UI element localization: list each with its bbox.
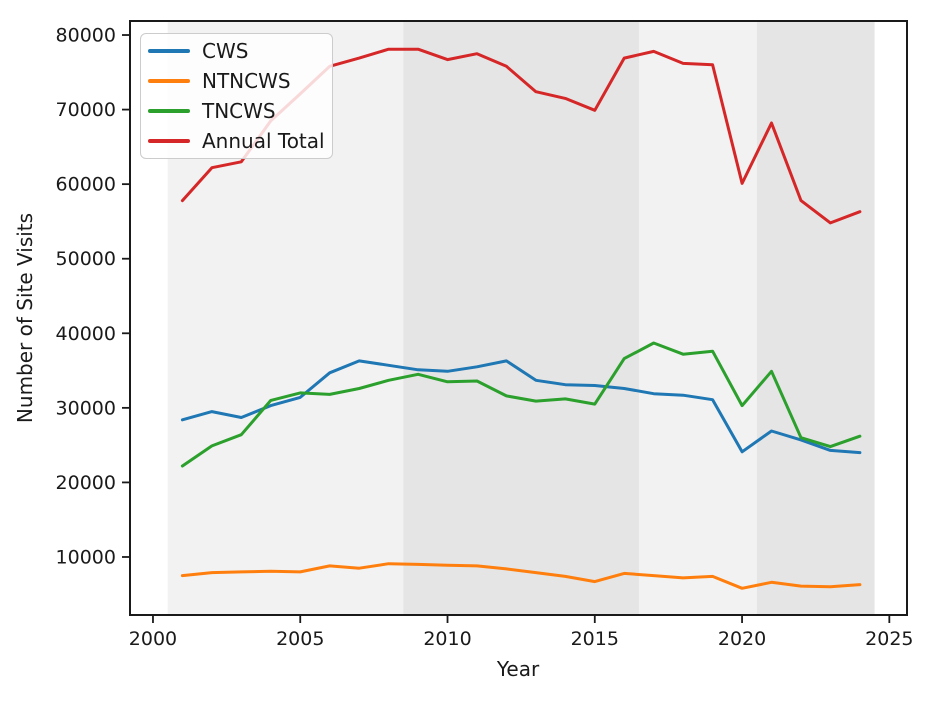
background-band xyxy=(756,21,875,615)
series-line-tncws xyxy=(180,341,862,468)
y-tick-label: 50000 xyxy=(56,248,116,270)
cws-line-swatch xyxy=(148,49,190,53)
tncws-line-swatch xyxy=(148,109,190,113)
series-line-cws xyxy=(180,359,862,455)
background-band xyxy=(638,21,757,615)
legend-label-cws: CWS xyxy=(202,39,249,63)
y-tick-label: 10000 xyxy=(56,546,116,568)
series-line-ntncws xyxy=(180,562,862,590)
background-band xyxy=(403,21,639,615)
y-axis-label: Number of Site Visits xyxy=(13,213,37,423)
y-tick-label: 20000 xyxy=(56,472,116,494)
y-tick-label: 40000 xyxy=(56,323,116,345)
legend-label-ntncws: NTNCWS xyxy=(202,69,291,93)
legend: CWS NTNCWS TNCWS Annual Total xyxy=(140,33,333,159)
y-tick-label: 60000 xyxy=(56,174,116,196)
legend-label-annual-total: Annual Total xyxy=(202,129,325,153)
y-tick-label: 30000 xyxy=(56,397,116,419)
x-tick-label: 2020 xyxy=(718,628,766,650)
y-tick-label: 70000 xyxy=(56,99,116,121)
legend-item-cws: CWS xyxy=(141,36,332,66)
legend-item-annual-total: Annual Total xyxy=(141,126,332,156)
x-axis-label: Year xyxy=(496,657,540,681)
x-tick-label: 2000 xyxy=(129,628,177,650)
ntncws-line-swatch xyxy=(148,79,190,83)
legend-item-ntncws: NTNCWS xyxy=(141,66,332,96)
x-tick-label: 2025 xyxy=(865,628,913,650)
plot-border xyxy=(129,20,908,616)
y-tick-label: 80000 xyxy=(56,25,116,47)
legend-item-tncws: TNCWS xyxy=(141,96,332,126)
x-tick-label: 2010 xyxy=(423,628,471,650)
x-tick-label: 2005 xyxy=(276,628,324,650)
legend-label-tncws: TNCWS xyxy=(202,99,276,123)
x-tick-label: 2015 xyxy=(571,628,619,650)
annual-total-line-swatch xyxy=(148,139,190,143)
